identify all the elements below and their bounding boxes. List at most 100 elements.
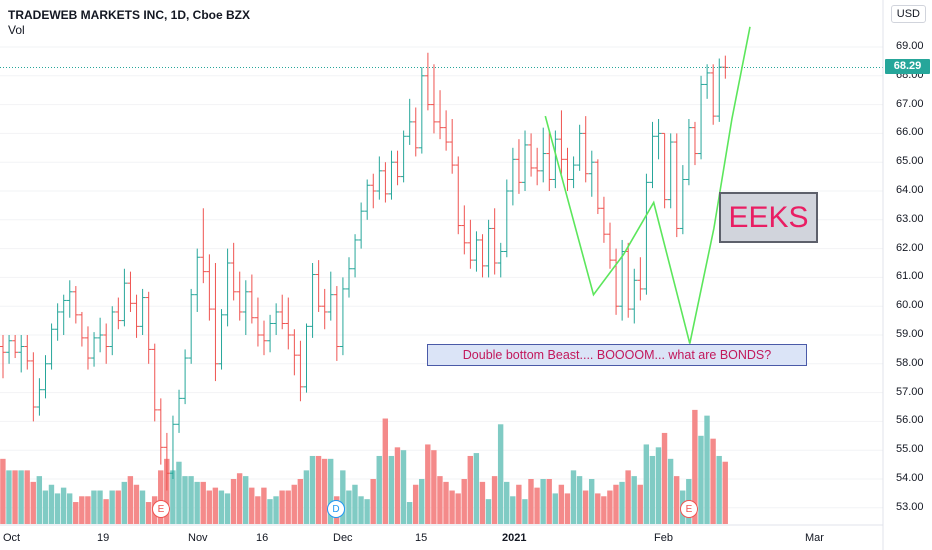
volume-bar — [394, 447, 401, 524]
volume-bar — [382, 418, 389, 524]
volume-bar — [249, 487, 255, 524]
ohlc-bar — [218, 309, 225, 370]
volume-bar — [30, 481, 36, 524]
earnings-event-marker[interactable]: E — [152, 500, 170, 518]
ohlc-bar — [564, 147, 571, 191]
ohlc-bar — [540, 127, 547, 183]
volume-bar — [85, 496, 91, 524]
ohlc-bar — [139, 288, 146, 335]
ohlc-bar — [60, 294, 67, 335]
earnings-event-marker[interactable]: E — [680, 500, 698, 518]
ohlc-bar — [461, 205, 468, 255]
time-axis-label: Feb — [654, 532, 673, 544]
volume-bar — [485, 499, 492, 524]
price-axis-label: 67.00 — [896, 97, 924, 110]
ohlc-bar — [588, 150, 595, 197]
ohlc-bar — [24, 335, 31, 370]
ohlc-bar — [333, 286, 340, 361]
volume-bar — [564, 493, 571, 524]
ohlc-bar — [613, 248, 620, 315]
ohlc-bar — [637, 257, 644, 301]
volume-bar — [595, 493, 601, 524]
ohlc-bar — [358, 202, 365, 249]
volume-bar — [655, 447, 662, 524]
volume-bar — [455, 493, 461, 524]
volume-bar — [73, 502, 79, 524]
eeks-callout-box[interactable]: EEKS — [719, 192, 818, 243]
dividend-event-marker[interactable]: D — [327, 500, 345, 518]
volume-bar — [194, 481, 200, 524]
volume-bar — [588, 479, 595, 524]
volume-bar — [552, 493, 558, 524]
price-axis-label: 56.00 — [896, 414, 924, 427]
ohlc-bar — [716, 58, 723, 122]
volume-bar — [297, 479, 304, 524]
ohlc-bar — [473, 231, 480, 272]
ohlc-bars — [0, 52, 729, 491]
volume-bar — [309, 455, 316, 524]
price-axis-label: 54.00 — [896, 472, 924, 484]
volume-bar — [491, 476, 498, 524]
symbol-title: TRADEWEB MARKETS INC, 1D, Cboe BZX — [8, 8, 251, 22]
volume-bar — [437, 476, 443, 524]
ohlc-bar — [309, 263, 316, 338]
price-axis-label: 69.00 — [896, 40, 924, 52]
volume-bar — [158, 470, 164, 524]
volume-bar — [115, 490, 121, 524]
ohlc-bar — [242, 280, 249, 335]
volume-bar — [188, 476, 194, 524]
ohlc-bar — [78, 311, 85, 347]
volume-bar — [236, 473, 243, 524]
ohlc-bar — [509, 147, 516, 206]
volume-bar — [637, 484, 643, 524]
ohlc-bar — [188, 288, 195, 364]
volume-bar — [582, 490, 589, 524]
ohlc-bar — [643, 173, 650, 295]
volume-bar — [443, 481, 449, 524]
ohlc-bar — [339, 277, 346, 356]
ohlc-bar — [48, 323, 55, 370]
ohlc-bar — [230, 242, 237, 301]
volume-bar — [54, 493, 61, 524]
currency-button[interactable]: USD — [890, 5, 926, 23]
ohlc-bar — [36, 378, 43, 416]
volume-bar — [376, 455, 382, 524]
ohlc-bar — [661, 132, 668, 209]
ohlc-bar — [673, 133, 680, 238]
price-axis-label: 61.00 — [896, 270, 924, 283]
ohlc-bar — [176, 389, 183, 433]
volume-bar — [540, 479, 546, 524]
volume-bar — [412, 484, 419, 524]
ohlc-bar — [455, 156, 462, 235]
ohlc-bar — [515, 139, 522, 194]
ohlc-bar — [443, 110, 450, 151]
volume-bar — [704, 415, 710, 524]
ohlc-bar — [145, 291, 152, 364]
time-axis-label: Nov — [188, 532, 208, 544]
volume-bar — [449, 490, 455, 524]
volume-bar — [364, 499, 370, 524]
double-bottom-note[interactable]: Double bottom Beast.... BOOOOM... what a… — [427, 344, 807, 366]
volume-bar — [273, 496, 279, 524]
volume-bar — [315, 455, 322, 524]
ohlc-bar — [254, 297, 261, 347]
ohlc-bar — [224, 248, 231, 327]
volume-bar — [643, 444, 650, 524]
ohlc-bar — [115, 297, 122, 330]
volume-bar — [673, 476, 680, 524]
volume-bar — [370, 479, 376, 524]
price-axis-label: 64.00 — [896, 184, 924, 196]
volume-bar — [400, 450, 407, 524]
volume-bar — [327, 458, 334, 524]
volume-bar — [321, 458, 328, 524]
ohlc-bar — [485, 219, 492, 278]
volume-bar — [619, 481, 625, 524]
volume-bar — [516, 484, 522, 524]
price-axis-label: 58.00 — [896, 356, 924, 369]
volume-bar — [66, 493, 73, 524]
time-axis-label: 19 — [97, 532, 110, 544]
ohlc-bar — [600, 196, 607, 243]
price-axis-label: 55.00 — [896, 443, 924, 456]
price-axis-label: 53.00 — [896, 500, 924, 513]
